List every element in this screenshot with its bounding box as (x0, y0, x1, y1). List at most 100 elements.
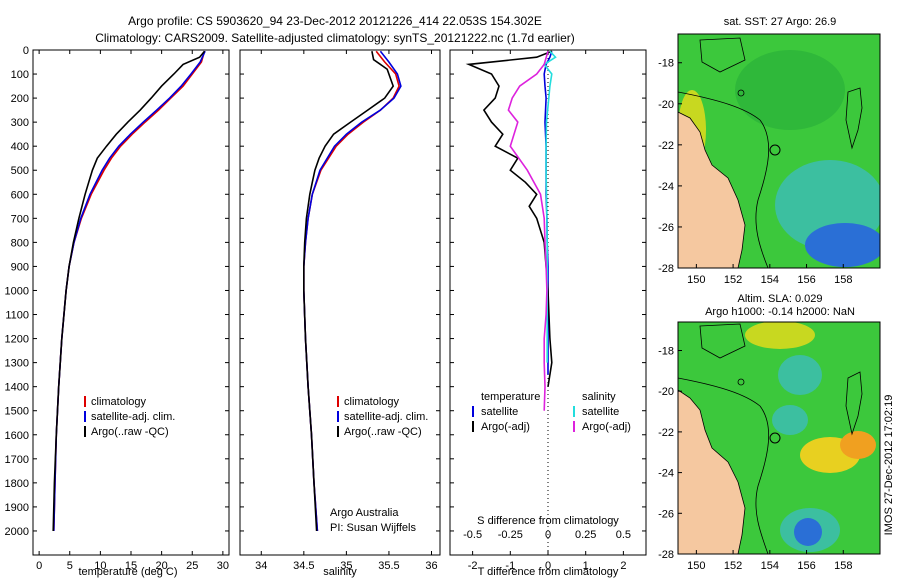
series-line-argo-raw-qc- (52, 50, 206, 532)
x-tick-label: 20 (156, 560, 168, 572)
sst-cool-patch (735, 50, 845, 130)
x-tick-label: 5 (67, 560, 73, 572)
header-line-2: Climatology: CARS2009. Satellite-adjuste… (95, 31, 575, 45)
sst-map-title: sat. SST: 27 Argo: 26.9 (724, 16, 837, 28)
imos-timestamp: IMOS 27-Dec-2012 17:02:19 (883, 395, 895, 536)
y-tick-label: 1900 (5, 502, 29, 514)
x-tick-label: 10 (94, 560, 106, 572)
sla-map-frame (677, 321, 881, 555)
map-y-tick-label: -22 (658, 140, 674, 152)
map-x-tick-label: 150 (687, 274, 705, 286)
x-tick-label: 0 (36, 560, 42, 572)
sst-map-frame (677, 33, 881, 269)
annotation-pi: PI: Susan Wijffels (330, 522, 416, 534)
sla-argo-location (769, 432, 781, 444)
sla-y-ticks: -18 -20 -22 -24 -26 -28 (658, 345, 682, 561)
map-y-tick-label: -22 (658, 427, 674, 439)
difference-x-label-s: S difference from climatology (477, 515, 619, 527)
y-tick-label: 1000 (5, 285, 29, 297)
sst-map-panel: sat. SST: 27 Argo: 26.9 150 152 154 156 158 … (658, 16, 881, 286)
legend-label-s-satellite: satellite (582, 406, 619, 418)
legend-label-climatology: climatology (344, 396, 400, 408)
map-x-tick-label: 158 (834, 274, 852, 286)
salinity-x-ticks: 34 34.5 35 35.5 36 (255, 50, 438, 572)
sla-map-field (678, 322, 880, 554)
sst-reef-contour (845, 87, 863, 150)
legend-title-salinity: salinity (582, 391, 616, 403)
sst-map-field (678, 34, 880, 268)
map-y-tick-label: -20 (658, 386, 674, 398)
legend-label-climatology: climatology (91, 396, 147, 408)
x-tick-label: 25 (186, 560, 198, 572)
y-tick-label: 300 (11, 117, 29, 129)
sst-y-ticks: -18 -20 -22 -24 -26 -28 (658, 58, 682, 275)
y-tick-label: 200 (11, 93, 29, 105)
difference-y-ticks (450, 49, 646, 532)
x-tick-label: 34.5 (293, 560, 314, 572)
temperature-lines (52, 50, 206, 532)
y-tick-label: 900 (11, 261, 29, 273)
y-tick-label: 2000 (5, 526, 29, 538)
map-x-tick-label: 154 (761, 560, 779, 572)
y-tick-label: 1700 (5, 454, 29, 466)
x-tick-label: 15 (125, 560, 137, 572)
difference-x-ticks: -2 -1 0 1 2 -0.5 -0.25 0 0.25 0.5 (463, 50, 631, 572)
temperature-legend: climatology satellite-adj. clim. Argo(..… (84, 396, 175, 438)
y-tick-label: 1300 (5, 358, 29, 370)
y-tick-label: 400 (11, 141, 29, 153)
temperature-y-ticks: 0 100 200 300 400 500 600 700 800 900 1000 1100 1200… (5, 45, 229, 538)
x-tick-label-top: 0.5 (616, 529, 631, 541)
sst-contour-1000m (678, 91, 770, 268)
map-y-tick-label: -26 (658, 222, 674, 234)
x-tick-label: 35.5 (378, 560, 399, 572)
salinity-plot-frame (239, 49, 441, 556)
y-tick-label: 1500 (5, 406, 29, 418)
difference-lines (465, 50, 557, 411)
annotation-institution: Argo Australia (330, 507, 399, 519)
sst-reef-north (699, 37, 746, 73)
map-y-tick-label: -18 (658, 58, 674, 70)
series-line-argo-raw-qc- (302, 51, 395, 532)
sst-coastline (678, 111, 746, 268)
y-tick-label: 1800 (5, 478, 29, 490)
y-tick-label: 600 (11, 189, 29, 201)
salinity-panel: 34 34.5 35 35.5 36 salinity climatology sate… (239, 49, 441, 578)
legend-title-temperature: temperature (481, 391, 540, 403)
x-tick-label: 35 (340, 560, 352, 572)
legend-label-s-argo: Argo(-adj) (582, 421, 631, 433)
y-tick-label: 800 (11, 237, 29, 249)
x-tick-label-top: -0.25 (498, 529, 523, 541)
sst-island (737, 89, 745, 97)
sla-reef-north (699, 323, 746, 359)
map-y-tick-label: -18 (658, 345, 674, 357)
legend-label-argo: Argo(..raw -QC) (344, 426, 422, 438)
legend-label-satellite-adj: satellite-adj. clim. (91, 411, 175, 423)
y-tick-label: 0 (23, 45, 29, 57)
sla-yellow-patch-1 (745, 322, 815, 349)
difference-panel: -2 -1 0 1 2 -0.5 -0.25 0 0.25 0.5 S difference fr… (449, 49, 647, 578)
legend-label-satellite-adj: satellite-adj. clim. (344, 411, 428, 423)
x-tick-label: 34 (255, 560, 267, 572)
difference-legend: temperature salinity satellite Argo(-adj… (472, 391, 631, 433)
sla-reef-contour (845, 371, 863, 436)
salinity-x-label: salinity (323, 566, 357, 578)
map-x-tick-label: 156 (797, 560, 815, 572)
y-tick-label: 1600 (5, 430, 29, 442)
x-tick-label-top: -0.5 (463, 529, 482, 541)
map-y-tick-label: -20 (658, 99, 674, 111)
legend-label-t-satellite: satellite (481, 406, 518, 418)
y-tick-label: 500 (11, 165, 29, 177)
legend-label-t-argo: Argo(-adj) (481, 421, 530, 433)
salinity-legend: climatology satellite-adj. clim. Argo(..… (337, 396, 428, 438)
map-x-tick-label: 152 (724, 274, 742, 286)
sla-blue-eddy (794, 518, 822, 546)
sla-orange-patch (840, 431, 876, 459)
temperature-plot-frame (32, 49, 230, 556)
y-tick-label: 1200 (5, 334, 29, 346)
y-tick-label: 1100 (5, 310, 29, 322)
x-tick-label: 2 (620, 560, 626, 572)
difference-x-label-t: T difference from climatology (478, 566, 619, 578)
x-tick-label: -1 (505, 560, 515, 572)
sla-map-title: Altim. SLA: 0.029 (738, 293, 823, 305)
sla-map-subtitle: Argo h1000: -0.14 h2000: NaN (705, 306, 855, 318)
